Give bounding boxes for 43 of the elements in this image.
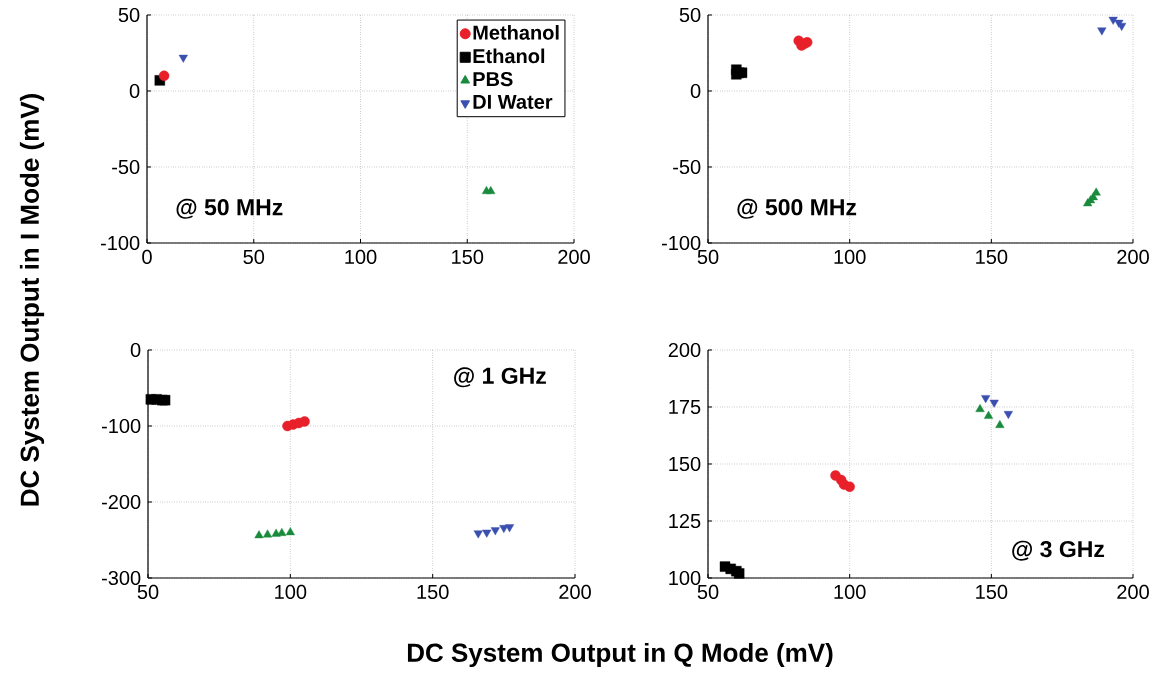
y-tick-label: 50 bbox=[118, 7, 140, 23]
x-axis-title: DC System Output in Q Mode (mV) bbox=[407, 642, 833, 668]
y-tick-label: 50 bbox=[679, 7, 701, 23]
y-tick-label: 0 bbox=[690, 83, 701, 99]
y-tick-label: -100 bbox=[102, 418, 141, 434]
text: @ 1 GHz bbox=[454, 367, 546, 388]
y-tick-label: -100 bbox=[101, 235, 140, 251]
y-tick-label: 0 bbox=[130, 342, 141, 358]
x-tick-label: 100 bbox=[834, 249, 866, 265]
x-tick-label: 150 bbox=[452, 249, 484, 265]
y-tick-label: -200 bbox=[102, 494, 141, 510]
y-tick-label: 125 bbox=[669, 513, 701, 529]
legend-label: PBS bbox=[473, 72, 513, 87]
x-tick-label: 100 bbox=[275, 584, 307, 600]
x-tick-label: 200 bbox=[558, 249, 590, 265]
x-tick-label: 50 bbox=[697, 249, 719, 265]
x-tick-label: 100 bbox=[345, 249, 377, 265]
y-tick-label: 0 bbox=[129, 83, 140, 99]
x-tick-label: 50 bbox=[243, 249, 265, 265]
x-tick-label: 200 bbox=[559, 584, 591, 600]
legend-label: DI Water bbox=[473, 94, 553, 109]
legend-label: Methanol bbox=[473, 25, 559, 40]
text: @ 50 MHz bbox=[176, 198, 283, 219]
text: @ 500 MHz bbox=[737, 198, 857, 219]
x-tick-label: 150 bbox=[976, 249, 1008, 265]
y-tick-label: 100 bbox=[669, 570, 701, 586]
y-tick-label: 200 bbox=[668, 342, 701, 358]
y-tick-label: -100 bbox=[662, 235, 701, 251]
y-tick-label: -50 bbox=[673, 159, 701, 175]
legend-label: Ethanol bbox=[473, 48, 545, 64]
x-tick-label: 150 bbox=[976, 584, 1008, 600]
y-axis-title: DC System Output in I Mode (mV) bbox=[19, 94, 45, 506]
x-tick-label: 50 bbox=[697, 584, 719, 600]
y-tick-label: -50 bbox=[112, 159, 140, 175]
y-tick-label: 150 bbox=[669, 456, 701, 472]
x-tick-label: 150 bbox=[417, 584, 449, 600]
y-tick-label: 175 bbox=[669, 400, 701, 414]
y-tick-label: -300 bbox=[102, 570, 141, 586]
x-tick-label: 200 bbox=[1117, 584, 1149, 600]
x-tick-label: 0 bbox=[142, 249, 152, 265]
text: @ 3 GHz bbox=[1012, 540, 1105, 561]
x-tick-label: 100 bbox=[834, 584, 866, 600]
x-tick-label: 200 bbox=[1117, 249, 1149, 265]
